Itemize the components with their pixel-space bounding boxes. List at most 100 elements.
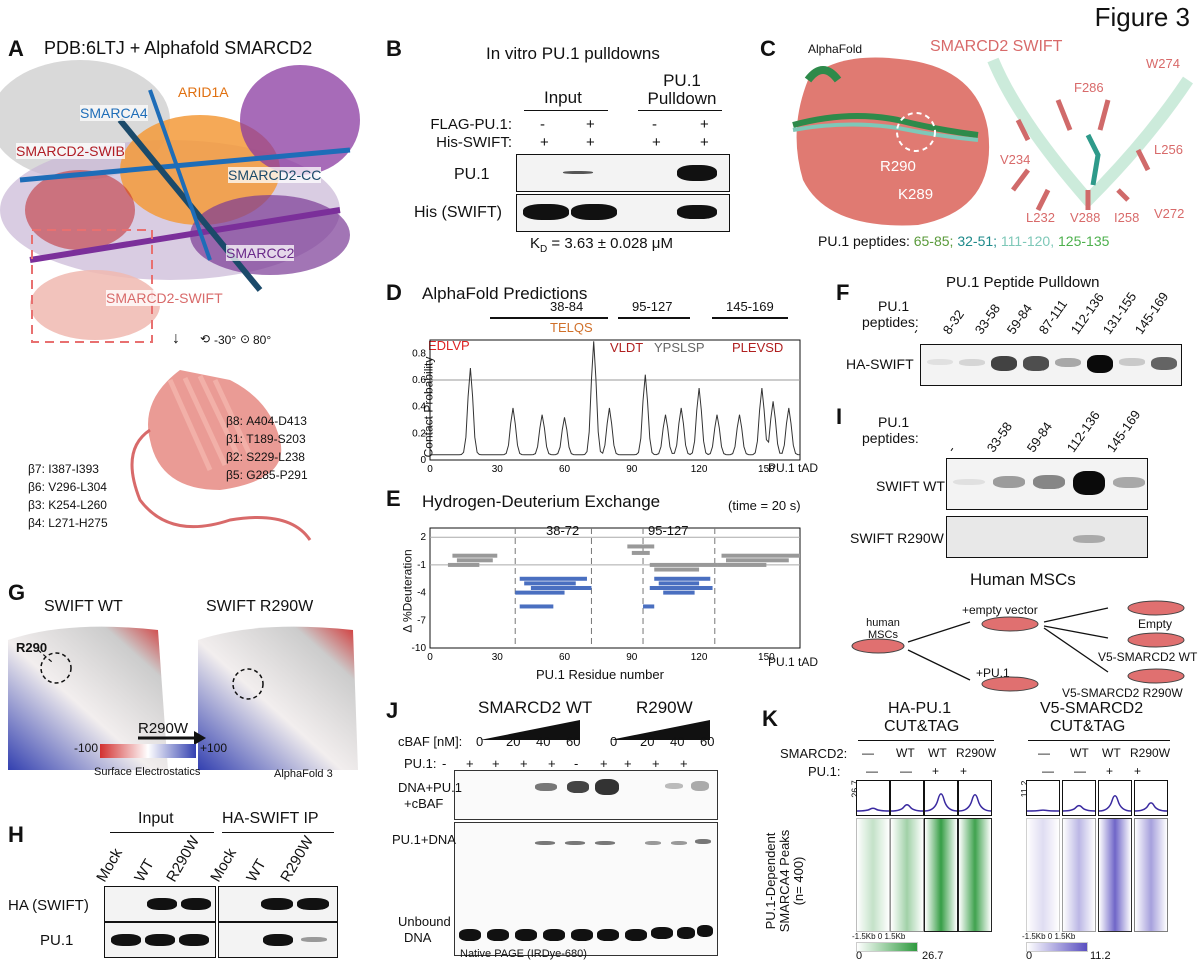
e-frame bbox=[429, 527, 801, 649]
j-cbaf-value: 0 bbox=[476, 734, 484, 749]
k-profile-line bbox=[958, 794, 992, 812]
d-xtick: 120 bbox=[691, 464, 708, 475]
g-scale-label: Surface Electrostatics bbox=[94, 766, 201, 778]
d-region-3: 145-169 bbox=[726, 299, 774, 314]
k-profile-curve bbox=[856, 807, 890, 812]
e-peptide-blue bbox=[649, 586, 713, 590]
c-res-i258: I258 bbox=[1114, 210, 1140, 225]
k-smarcd2-right: WT bbox=[1070, 746, 1089, 760]
k-pu1-right: — bbox=[1074, 764, 1086, 778]
k-right-title-2: CUT&TAG bbox=[1050, 718, 1126, 735]
e-xtick: 150 bbox=[758, 652, 775, 663]
k-left-title-2: CUT&TAG bbox=[884, 718, 960, 735]
e-peptide-blue bbox=[515, 590, 565, 595]
k-colorbar-right bbox=[1026, 942, 1088, 952]
band bbox=[1151, 356, 1177, 370]
j-band-1a: DNA+PU.1 bbox=[398, 780, 462, 795]
b-mark: + bbox=[586, 116, 595, 133]
c-peptide-125-135: 125-135 bbox=[1058, 233, 1110, 249]
g-arrow-label: R290W bbox=[138, 720, 189, 737]
c-res-k289: K289 bbox=[898, 186, 934, 203]
group-input-rule bbox=[524, 110, 608, 111]
panel-k-label: K bbox=[762, 706, 778, 731]
k-smarcd2-right: R290W bbox=[1130, 746, 1171, 760]
k-smarcd2-right: — bbox=[1038, 746, 1050, 760]
d-motif-edlvp: EDLVP bbox=[428, 338, 470, 353]
e-peptide-blue bbox=[524, 581, 576, 586]
chain-arid1a: ARID1A bbox=[178, 84, 229, 100]
j-band-3b: DNA bbox=[404, 930, 432, 945]
k-profile-line bbox=[1026, 809, 1060, 812]
band bbox=[535, 783, 557, 791]
band bbox=[953, 478, 985, 486]
f-row-label-1: PU.1 bbox=[878, 298, 910, 314]
msc-node-empty: Empty bbox=[1138, 617, 1173, 631]
k-heatmap-right-1 bbox=[1062, 818, 1096, 932]
j-pu1-mark: + bbox=[680, 756, 688, 771]
e-peptide-grey bbox=[649, 562, 718, 567]
k-pu1-right: — bbox=[1042, 764, 1054, 778]
strand-b4: β4: L271-H275 bbox=[28, 516, 108, 530]
k-profile-curve bbox=[1098, 794, 1132, 812]
rotation-arrow-icon: ↓ bbox=[172, 330, 180, 347]
chain-smarca4: SMARCA4 bbox=[80, 105, 148, 121]
rotation-y: -30° bbox=[214, 333, 237, 347]
d-xtick: 60 bbox=[559, 464, 571, 475]
h-group-input-rule bbox=[110, 832, 214, 833]
d-plot: 0 0.2 0.4 0.6 0.8 0 30 60 90 120 150 bbox=[412, 339, 801, 475]
band bbox=[459, 929, 481, 941]
panel-f-title: PU.1 Peptide Pulldown bbox=[946, 274, 1100, 291]
panel-a-title: PDB:6LTJ + Alphafold SMARCD2 bbox=[44, 38, 313, 58]
d-ytick: 0.8 bbox=[412, 348, 426, 359]
j-band-2: PU.1+DNA bbox=[392, 832, 456, 847]
strand-b1: β1: T189-S203 bbox=[226, 432, 306, 446]
j-pu1-label: PU.1: bbox=[404, 756, 437, 771]
k-profile-curve bbox=[1026, 809, 1060, 812]
k-pu1-left: + bbox=[932, 764, 940, 778]
j-pu1-mark: - bbox=[574, 756, 579, 771]
k-pu1-right: + bbox=[1106, 764, 1114, 778]
c-res-w274: W274 bbox=[1146, 56, 1180, 71]
k-profile-line bbox=[924, 793, 958, 812]
e-peptide-grey bbox=[456, 558, 493, 563]
c-res-v234: V234 bbox=[1000, 152, 1031, 167]
e-xtick: 120 bbox=[691, 652, 708, 663]
band bbox=[179, 934, 209, 946]
e-ytick: -7 bbox=[417, 615, 426, 626]
e-peptide-grey bbox=[654, 567, 700, 572]
msc-node-empty-vector: +empty vector bbox=[962, 603, 1038, 617]
band bbox=[1073, 535, 1105, 543]
band bbox=[515, 929, 537, 941]
d-ytick: 0.6 bbox=[412, 375, 426, 386]
band bbox=[1023, 356, 1049, 371]
k-smarcd2-right: WT bbox=[1102, 746, 1121, 760]
c-res-v272: V272 bbox=[1154, 206, 1185, 221]
band bbox=[111, 934, 141, 946]
j-pu1-mark: + bbox=[624, 756, 632, 771]
d-xlabel: PU.1 tAD bbox=[768, 461, 819, 475]
panel-b-title: In vitro PU.1 pulldowns bbox=[486, 44, 660, 63]
j-cbaf-value: 0 bbox=[610, 734, 618, 749]
panel-a-structure bbox=[0, 60, 370, 350]
h-blot-label-pu1: PU.1 bbox=[40, 932, 74, 949]
k-profile-left-1 bbox=[890, 780, 924, 816]
j-pu1-mark: + bbox=[600, 756, 608, 771]
c-res-r290: R290 bbox=[880, 158, 916, 175]
k-smarcd2-left: WT bbox=[896, 746, 915, 760]
k-profile-line bbox=[856, 807, 890, 812]
c-peptide-32-51: 32-51; bbox=[957, 233, 998, 249]
panel-h-label: H bbox=[8, 822, 24, 847]
e-region-2: 95-127 bbox=[648, 523, 689, 538]
band bbox=[677, 927, 695, 939]
j-cbaf-value: 20 bbox=[640, 734, 655, 749]
band bbox=[697, 925, 713, 937]
e-ytick: -10 bbox=[412, 643, 427, 654]
k-heatmap-left-2 bbox=[924, 818, 958, 932]
panel-a-label: A bbox=[8, 36, 24, 61]
h-lane-label: R290W bbox=[277, 833, 318, 885]
band bbox=[1119, 358, 1145, 367]
band bbox=[691, 781, 709, 791]
band bbox=[1113, 476, 1145, 488]
blot-label-his: His (SWIFT) bbox=[414, 204, 502, 221]
row-flag-pu1: FLAG-PU.1: bbox=[430, 116, 512, 133]
